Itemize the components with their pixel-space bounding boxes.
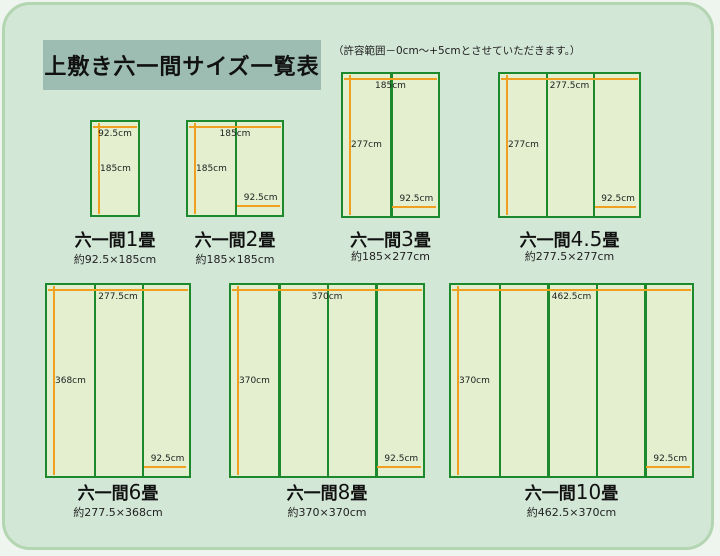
- panel-arrow: [392, 206, 436, 208]
- width-label: 462.5cm: [551, 292, 592, 302]
- mat-8: [229, 283, 425, 478]
- panel-divider: [390, 74, 393, 216]
- mat-size: 約370×370cm: [287, 506, 367, 519]
- panel-arrow: [377, 466, 421, 468]
- mat-2: [186, 120, 284, 217]
- tolerance-note: （許容範囲－0cm～+5cmとさせていただきます。）: [333, 45, 581, 57]
- panel-divider: [278, 285, 281, 476]
- panel-divider: [93, 285, 97, 476]
- mat-name-prefix: 六一間: [519, 231, 571, 251]
- mat-3: [341, 72, 440, 218]
- width-label: 370cm: [311, 292, 343, 302]
- mat-name-prefix: 六一間: [350, 231, 402, 251]
- height-arrow: [457, 286, 459, 475]
- mat-name-suffix: 畳: [350, 484, 368, 504]
- height-arrow: [506, 75, 508, 215]
- mat-name-count: 3: [401, 227, 414, 251]
- width-arrow: [48, 289, 188, 291]
- panel-divider: [498, 285, 501, 476]
- width-arrow: [344, 78, 437, 80]
- mat-6: [45, 283, 191, 478]
- width-arrow: [452, 289, 691, 291]
- mat-name-count: 2: [245, 227, 259, 251]
- width-arrow: [189, 126, 281, 128]
- height-label: 277cm: [351, 140, 382, 150]
- panel-arrow: [646, 466, 690, 468]
- mat-name-suffix: 畳: [141, 484, 159, 504]
- height-label: 370cm: [459, 375, 490, 386]
- mat-name-prefix: 六一間: [524, 484, 576, 504]
- height-label: 185cm: [100, 163, 131, 174]
- panel-label: 92.5cm: [150, 454, 185, 464]
- panel-divider: [595, 285, 598, 476]
- width-label: 185cm: [219, 129, 251, 139]
- panel-divider: [592, 74, 596, 216]
- panel-label: 92.5cm: [399, 194, 434, 204]
- panel-label: 92.5cm: [243, 193, 278, 203]
- panel-arrow: [594, 206, 637, 208]
- mat-size: 約185×185cm: [195, 253, 275, 266]
- mat-name: 六一間2畳: [195, 226, 276, 251]
- width-label: 185cm: [375, 81, 406, 91]
- mat-size: 約277.5×368cm: [73, 506, 163, 519]
- height-label: 277cm: [508, 140, 539, 150]
- panel-label: 92.5cm: [653, 454, 688, 464]
- height-arrow: [53, 286, 55, 475]
- width-arrow: [501, 78, 638, 80]
- height-arrow: [194, 123, 196, 214]
- width-arrow: [232, 289, 422, 291]
- mat-size: 約185×277cm: [351, 250, 430, 263]
- panel-divider: [547, 285, 550, 476]
- width-label: 277.5cm: [98, 292, 138, 302]
- mat-4.5: [498, 72, 641, 218]
- mat-name: 六一間8畳: [287, 479, 368, 504]
- height-label: 368cm: [55, 375, 86, 386]
- height-arrow: [349, 75, 351, 215]
- mat-name-count: 4.5: [570, 227, 603, 251]
- mat-name: 六一間4.5畳: [520, 226, 620, 251]
- panel-arrow: [236, 205, 280, 207]
- panel-divider: [326, 285, 330, 476]
- mat-name-suffix: 畳: [138, 231, 156, 251]
- mat-name: 六一間3畳: [350, 226, 431, 251]
- panel-label: 92.5cm: [384, 454, 419, 464]
- mat-name-count: 1: [125, 227, 139, 251]
- panel-divider: [375, 285, 378, 476]
- height-label: 370cm: [239, 375, 270, 386]
- mat-name-suffix: 畳: [601, 484, 619, 504]
- panel-divider: [644, 285, 647, 476]
- mat-name-count: 8: [337, 480, 351, 504]
- panel-divider: [545, 74, 549, 216]
- width-label: 277.5cm: [549, 81, 590, 91]
- mat-name-count: 10: [575, 480, 602, 504]
- panel-arrow: [143, 466, 187, 468]
- mat-10: [449, 283, 694, 478]
- mat-name-suffix: 畳: [258, 231, 276, 251]
- height-arrow: [237, 286, 239, 475]
- panel-divider: [141, 285, 145, 476]
- mat-name-suffix: 畳: [413, 231, 431, 251]
- mat-name-count: 6: [128, 480, 142, 504]
- mat-name: 六一間6畳: [78, 479, 159, 504]
- width-arrow: [93, 126, 137, 128]
- mat-size: 約277.5×277cm: [524, 250, 615, 263]
- mat-name: 六一間1畳: [75, 226, 156, 251]
- mat-name-prefix: 六一間: [77, 484, 129, 504]
- mat-name-prefix: 六一間: [74, 231, 126, 251]
- mat-name-prefix: 六一間: [194, 231, 246, 251]
- mat-name: 六一間10畳: [525, 479, 618, 504]
- height-label: 185cm: [196, 163, 227, 174]
- mat-size: 約462.5×370cm: [526, 506, 617, 519]
- width-label: 92.5cm: [98, 129, 132, 139]
- mat-name-prefix: 六一間: [286, 484, 338, 504]
- mat-name-suffix: 畳: [602, 231, 620, 251]
- height-arrow: [98, 123, 100, 214]
- page-title: 上敷き六一間サイズ一覧表: [43, 40, 321, 90]
- panel-divider: [234, 122, 238, 215]
- panel-label: 92.5cm: [601, 194, 635, 204]
- mat-size: 約92.5×185cm: [73, 253, 157, 266]
